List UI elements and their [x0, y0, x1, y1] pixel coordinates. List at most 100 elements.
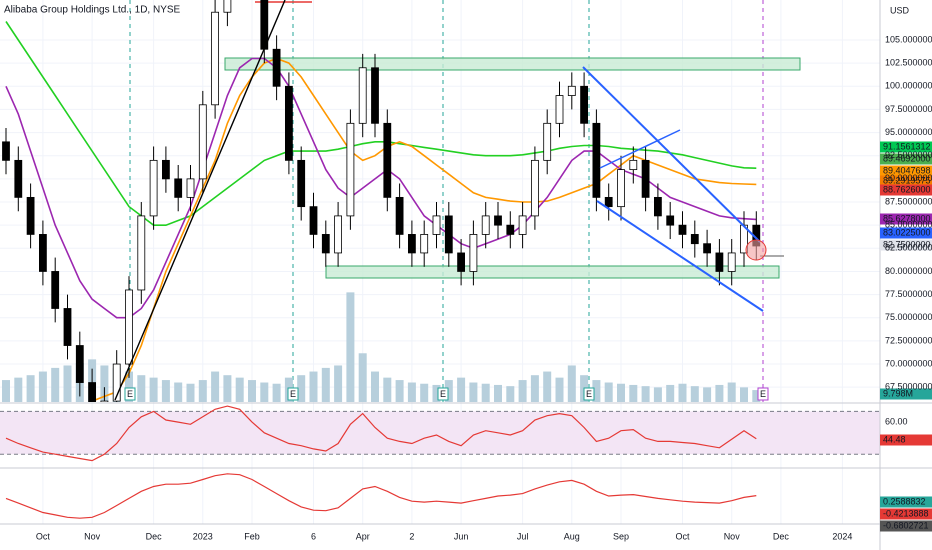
- price-tag-label: 89.4047698: [883, 165, 931, 175]
- volume-bar: [678, 383, 687, 402]
- candle-body: [580, 85, 588, 124]
- volume-bar: [211, 371, 220, 402]
- volume-bar: [715, 384, 724, 402]
- candle-body: [629, 159, 638, 171]
- trend-lines: [114, 0, 784, 401]
- candle-body: [678, 224, 687, 235]
- volume-bar: [567, 365, 576, 402]
- macd-pane: [5, 473, 757, 519]
- volume-bar: [530, 375, 539, 402]
- y-tick-label: 87.5000000: [885, 196, 932, 206]
- volume-bar: [125, 371, 133, 402]
- earnings-marker: E: [440, 389, 446, 399]
- candle-body: [125, 289, 133, 365]
- volume-bar: [444, 380, 453, 402]
- volume-bar: [703, 387, 712, 402]
- candle-body: [272, 48, 281, 87]
- rsi-band: [0, 411, 880, 455]
- x-tick-label: Sep: [613, 531, 629, 541]
- candle-body: [727, 252, 736, 272]
- volume-bar: [309, 371, 318, 402]
- candle-body: [321, 234, 330, 254]
- price-tag-label: 85.6278000: [883, 213, 931, 223]
- volume-bar: [641, 386, 650, 402]
- volume-bar: [51, 367, 60, 402]
- volume-bar: [457, 377, 466, 402]
- volume-bar: [617, 383, 625, 402]
- volume-bar: [2, 380, 10, 402]
- price-tag-label: 91.1561312: [883, 141, 931, 151]
- volume-bar: [727, 382, 736, 402]
- candle-body: [198, 104, 207, 180]
- earnings-marker: E: [127, 389, 133, 399]
- y-tick-label: 77.5000000: [885, 289, 932, 299]
- y-tick-label: 92.5000000: [885, 150, 932, 160]
- price-tag-label: 9.798M: [883, 388, 913, 398]
- candle-body: [63, 308, 72, 346]
- price-tag-label: 82.7500000: [883, 239, 931, 249]
- candle-body: [543, 122, 552, 161]
- rsi-tick-label: 60.00: [885, 416, 908, 426]
- candle-body: [518, 215, 527, 235]
- candle-body: [284, 85, 293, 161]
- earnings-box: [124, 387, 136, 401]
- candle-body: [174, 178, 183, 198]
- candle-body: [444, 215, 453, 254]
- zone: [325, 265, 780, 279]
- y-tick-label: 67.5000000: [885, 382, 932, 392]
- price-tag: [880, 213, 932, 225]
- x-tick-label: 6: [311, 531, 316, 541]
- y-tick-label: 105.0000000: [885, 34, 932, 44]
- candle-body: [555, 95, 564, 124]
- candle-body: [161, 159, 170, 180]
- macd-line: [5, 473, 757, 519]
- candle-body: [654, 196, 662, 217]
- trend-line: [114, 0, 286, 401]
- volume-bar: [235, 377, 244, 402]
- candle-body: [137, 215, 146, 291]
- volume-bar: [100, 365, 109, 402]
- panes: [0, 0, 880, 519]
- earnings-box: [287, 387, 299, 401]
- rsi-line: [5, 405, 757, 462]
- volume-bar: [174, 382, 183, 402]
- candle-body: [531, 159, 539, 217]
- price-tag: [880, 227, 932, 239]
- candle-body: [457, 252, 466, 272]
- earnings-box: [437, 387, 449, 401]
- volume-bar: [14, 377, 23, 402]
- candle-body: [604, 196, 613, 208]
- volume-bar: [26, 375, 35, 402]
- candle-body: [346, 122, 355, 217]
- x-tick-label: Feb: [244, 531, 260, 541]
- volume-bar: [272, 383, 281, 402]
- price-axis: [880, 0, 932, 550]
- volume-bar: [752, 390, 761, 402]
- y-tick-label: 85.0000000: [885, 220, 932, 230]
- candle-body: [506, 224, 515, 235]
- volume-bar: [198, 380, 207, 402]
- candle-body: [481, 215, 490, 235]
- volume-bar: [260, 382, 269, 402]
- y-tick-label: 102.5000000: [885, 58, 932, 68]
- candle-body: [186, 178, 195, 198]
- y-tick-label: 100.0000000: [885, 81, 932, 91]
- price-tag: [880, 434, 932, 446]
- trend-line: [596, 200, 764, 312]
- candle-body: [371, 67, 379, 124]
- x-tick-label: 2024: [832, 531, 852, 541]
- volume-bar: [395, 380, 404, 402]
- price-tag: [880, 175, 932, 187]
- candle-body: [469, 234, 478, 272]
- candle-body: [223, 0, 232, 13]
- earnings-marker: E: [760, 389, 766, 399]
- y-tick-label: 97.5000000: [885, 104, 932, 114]
- volume-bar: [383, 377, 392, 402]
- ma-line: [5, 21, 757, 226]
- candle-body: [666, 215, 675, 226]
- candle-body: [39, 234, 47, 272]
- volume-bar: [346, 292, 355, 402]
- rsi-pane: [0, 405, 880, 462]
- price-tag-label: 89.2919575: [883, 175, 931, 185]
- volume-bar: [161, 380, 170, 402]
